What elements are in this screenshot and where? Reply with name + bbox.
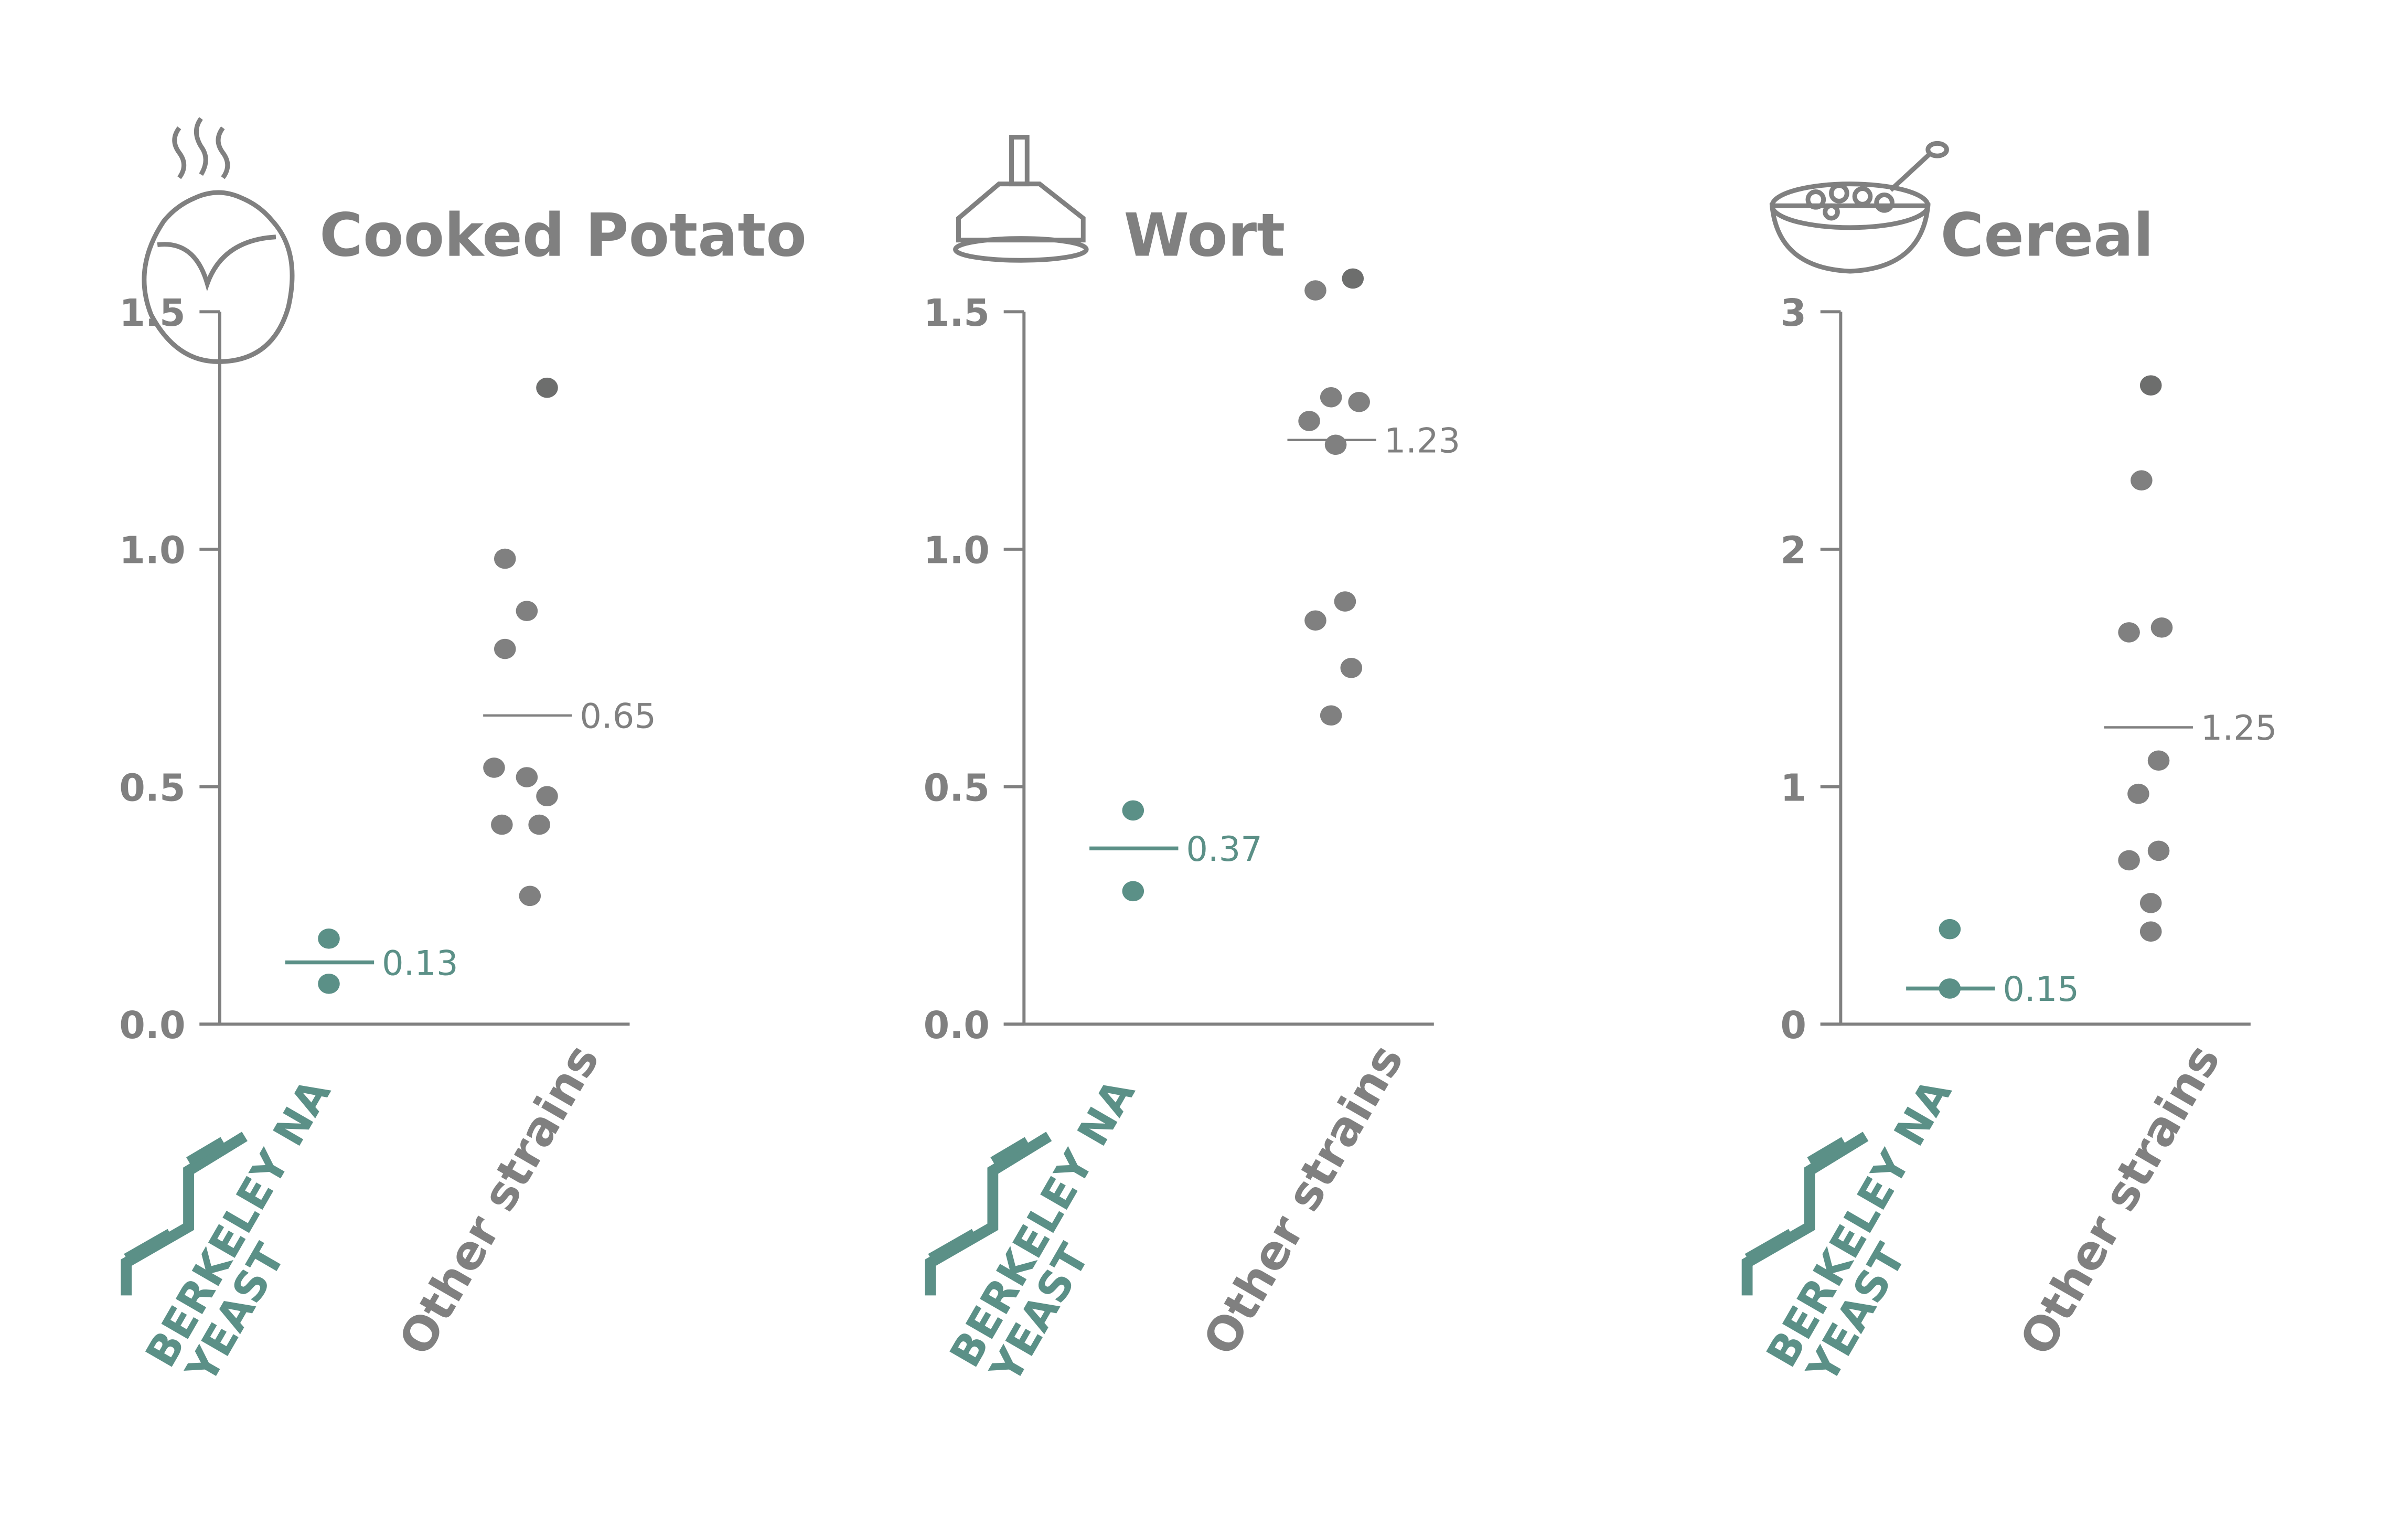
panel-wort: Wort 0.0 0.5 1.0 1.5 0.37 1.23 Other strainsBER… xyxy=(924,135,1461,1391)
median-label: 1.25 xyxy=(2201,708,2277,748)
other-strain-point xyxy=(1304,610,1326,631)
other-strain-point xyxy=(2131,470,2153,491)
category-label-other-strains: Other strains xyxy=(2009,1036,2231,1364)
y-tick-label: 1.0 xyxy=(119,529,185,572)
median-label: 0.13 xyxy=(382,943,458,983)
y-tick-label: 1 xyxy=(1780,766,1806,809)
berkeley-point xyxy=(318,974,340,994)
logo-zigzag xyxy=(1745,1229,1793,1262)
logo-zigzag xyxy=(186,1137,226,1166)
berkeley-point xyxy=(1122,881,1144,902)
brew-kettle-icon xyxy=(953,135,1089,263)
y-tick-label: 2 xyxy=(1780,529,1806,572)
cereal-bowl-icon xyxy=(1769,141,1949,274)
berkeley-point xyxy=(1122,800,1144,821)
other-strain-point xyxy=(2127,783,2149,804)
other-strain-point xyxy=(1340,657,1363,678)
logo-zigzag xyxy=(928,1229,977,1262)
category-label-other-strains: Other strains xyxy=(389,1036,610,1364)
other-strain-point xyxy=(2118,850,2140,871)
other-strain-point xyxy=(2147,840,2170,861)
other-strain-point xyxy=(1304,280,1326,301)
other-strain-point xyxy=(536,786,558,807)
other-strain-point xyxy=(519,885,541,906)
other-strain-point xyxy=(516,767,538,787)
y-tick-label: 3 xyxy=(1780,291,1806,335)
logo-zigzag xyxy=(990,1137,1030,1166)
y-tick-label: 1.0 xyxy=(924,529,990,572)
panel-title: Cereal xyxy=(1941,200,2154,270)
y-tick-label: 0.5 xyxy=(924,766,990,809)
y-tick-label: 1.5 xyxy=(119,291,185,335)
category-label-other-strains: Other strains xyxy=(1193,1036,1414,1364)
other-strain-point xyxy=(528,814,550,835)
other-strain-point xyxy=(2139,921,2162,942)
y-tick-label: 0.0 xyxy=(119,1004,185,1047)
median-label: 0.65 xyxy=(580,697,656,737)
other-strain-point xyxy=(2139,375,2162,396)
other-strain-point xyxy=(1348,391,1370,412)
panel-title: Wort xyxy=(1123,200,1285,270)
logo-zigzag xyxy=(925,1132,1052,1296)
logo-zigzag xyxy=(121,1132,248,1296)
other-strain-point xyxy=(494,548,516,569)
other-strain-point xyxy=(536,377,558,398)
other-strain-point xyxy=(1320,705,1342,726)
other-strain-point xyxy=(483,758,505,778)
other-strain-point xyxy=(1324,434,1347,455)
other-strain-point xyxy=(494,638,516,659)
other-strain-point xyxy=(1342,268,1364,289)
other-strain-point xyxy=(1298,411,1320,431)
other-strain-point xyxy=(2118,622,2140,643)
other-strain-point xyxy=(2147,750,2170,771)
other-strain-point xyxy=(516,601,538,621)
panel-title: Cooked Potato xyxy=(319,200,807,270)
berkeley-point xyxy=(318,929,340,949)
logo-zigzag xyxy=(1741,1132,1869,1296)
median-label: 1.23 xyxy=(1384,421,1461,461)
median-label: 0.37 xyxy=(1186,829,1262,869)
other-strain-point xyxy=(1320,387,1342,408)
other-strain-point xyxy=(491,814,513,835)
logo-zigzag xyxy=(124,1229,173,1262)
panel-cereal: Cereal 0 1 2 3 0.15 1.25 Other strainsBERKELEY … xyxy=(1741,141,2277,1391)
other-strain-point xyxy=(2139,893,2162,913)
berkeley-point xyxy=(1939,919,1961,940)
y-tick-label: 0.0 xyxy=(924,1004,990,1047)
y-tick-label: 1.5 xyxy=(924,291,990,335)
baked-potato-icon xyxy=(142,117,295,364)
panel-cooked-potato: Cooked Potato 0.0 0.5 1.0 1.5 0.13 0.65 Other s… xyxy=(119,117,807,1391)
y-tick-label: 0 xyxy=(1780,1004,1806,1047)
other-strain-point xyxy=(2150,617,2173,638)
median-label: 0.15 xyxy=(2003,969,2079,1009)
logo-zigzag xyxy=(1807,1137,1846,1166)
other-strain-point xyxy=(1334,591,1356,612)
y-tick-label: 0.5 xyxy=(119,766,185,809)
